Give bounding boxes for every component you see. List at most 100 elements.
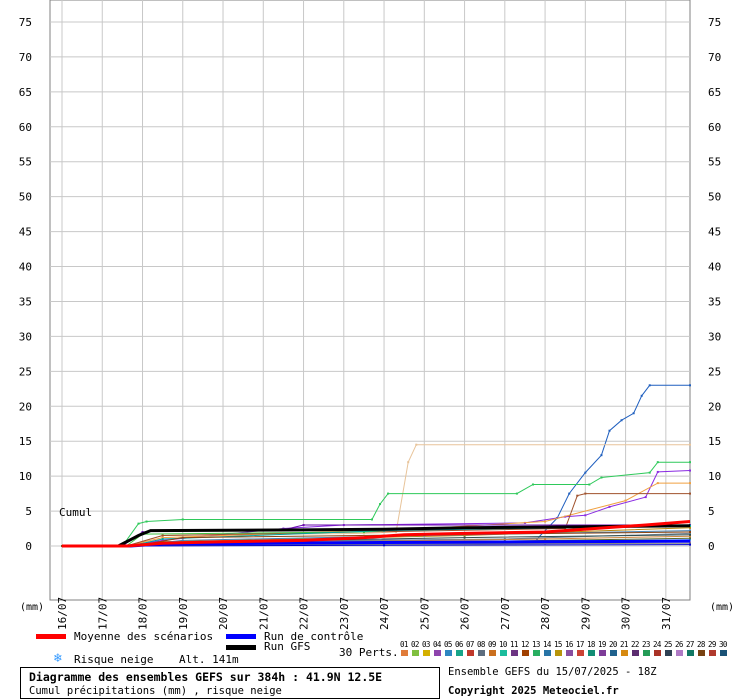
pert-number: 05 [444,640,452,649]
series-point [544,538,547,541]
series-point [503,538,506,541]
x-tick-label: 19/07 [177,597,190,630]
series-point [689,529,691,532]
series-point [689,532,691,535]
series-point [161,539,164,542]
pert-swatch [588,650,595,656]
series-point [362,532,365,535]
snowflake-icon: ❄ [54,651,62,666]
series-point [362,531,365,534]
series-point [689,526,691,529]
pert-number: 15 [554,640,562,649]
pert-swatch [412,650,419,656]
pert-number: 23 [642,640,650,649]
series-point [689,533,691,536]
series-point [689,469,691,472]
pert-swatch [577,650,584,656]
series-point [588,483,591,486]
y-tick-label-right: 50 [708,191,721,204]
series-point [689,461,691,464]
pert-swatch [500,650,507,656]
pert-number: 16 [565,640,573,649]
series-point [463,534,466,537]
pert-number: 19 [598,640,606,649]
series-point [624,499,627,502]
series-point [689,535,691,538]
series-point [608,505,611,508]
x-tick-label: 28/07 [539,597,552,630]
series-point [161,538,164,541]
member-series-line [62,470,691,547]
y-tick-label-left: 65 [19,86,32,99]
pert-number: 08 [477,640,485,649]
x-tick-label: 18/07 [137,597,150,630]
y-tick-label-left: 60 [19,121,32,134]
x-tick-label: 20/07 [217,597,230,630]
mean-label: Moyenne des scénarios [74,630,214,643]
series-point [584,514,587,517]
x-tick-label: 23/07 [338,597,351,630]
pert-number: 06 [455,640,463,649]
gfs-label: Run GFS [264,640,311,653]
pert-swatch [654,650,661,656]
y-tick-label-right: 35 [708,295,721,308]
series-point [689,384,691,387]
series-point [600,454,603,457]
y-axis-left: 0 5 10 15 20 25 30 35 40 45 50 55 60 65 70 75 [19,16,32,553]
plot-area [49,0,691,601]
y-tick-label-left: 10 [19,470,32,483]
series-point [656,482,659,485]
y-tick-label-right: 10 [708,470,721,483]
x-tick-label: 31/07 [660,597,673,630]
series-point [302,524,305,527]
pert-number: 01 [400,640,408,649]
pert-number: 13 [532,640,540,649]
info-box: Diagramme des ensembles GEFS sur 384h : … [20,667,440,699]
x-tick-label: 26/07 [459,597,472,630]
pert-swatch [621,650,628,656]
series-line-run-gfs [62,524,691,548]
pert-number: 22 [631,640,639,649]
pert-number: 10 [499,640,507,649]
series-point [656,470,659,473]
pert-swatch [632,650,639,656]
pert-swatch [445,650,452,656]
series-point [689,443,691,446]
chart-subtitle: Cumul précipitations (mm) , risque neige [29,685,282,697]
series-point [584,471,587,474]
y-tick-label-left: 5 [25,505,32,518]
cumul-label: Cumul [59,506,92,519]
pert-swatch [643,650,650,656]
series-point [568,492,571,495]
pert-number: 04 [433,640,441,649]
pert-number: 14 [543,640,551,649]
pert-swatch [599,650,606,656]
pert-swatch [467,650,474,656]
series-point [137,522,140,525]
x-tick-label: 27/07 [499,597,512,630]
y-tick-label-left: 15 [19,435,32,448]
x-tick-label: 24/07 [378,597,391,630]
series-point [648,384,651,387]
pert-number: 30 [719,640,727,649]
pert-number: 02 [411,640,419,649]
series-layer [61,384,691,548]
y-tick-label-left: 20 [19,400,32,413]
pert-number: 27 [686,640,694,649]
series-point [383,544,386,547]
pert-swatch [489,650,496,656]
altitude-label: Alt. 141m [179,653,239,666]
y-axis-right: 0 5 10 15 20 25 30 35 40 45 50 55 60 65 70 75 [708,16,721,553]
y-tick-label-right: 40 [708,261,721,274]
x-tick-label: 25/07 [418,597,431,630]
pert-swatch [434,650,441,656]
series-point [584,492,587,495]
series-point [689,531,691,534]
series-point [632,412,635,415]
pert-swatch [401,650,408,656]
y-tick-label-left: 55 [19,156,32,169]
y-tick-label-right: 70 [708,51,721,64]
x-tick-label: 30/07 [620,597,633,630]
x-tick-label: 29/07 [579,597,592,630]
